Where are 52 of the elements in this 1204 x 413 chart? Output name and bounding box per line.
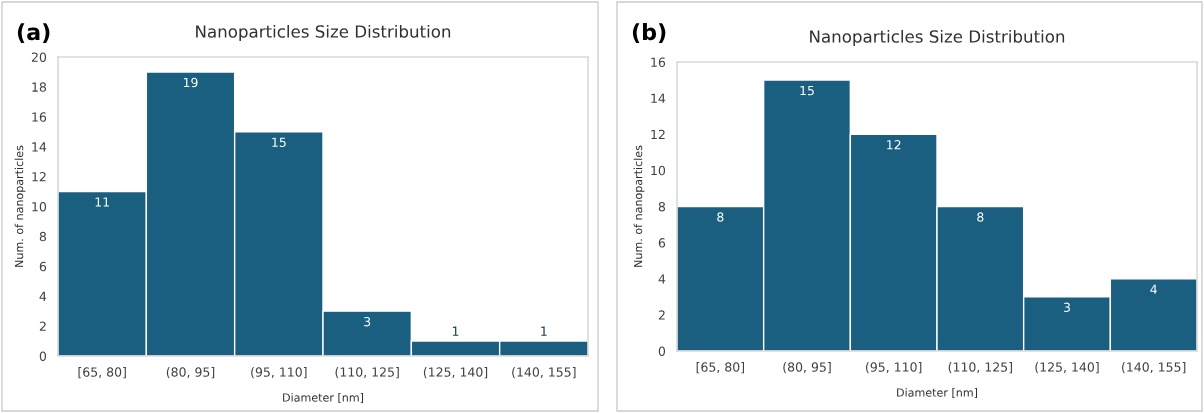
y-tick-label: 12	[32, 172, 46, 182]
x-tick-label: (80, 95]	[166, 367, 215, 379]
x-axis-title: Diameter [nm]	[897, 388, 978, 399]
y-tick-label: 2	[658, 310, 665, 320]
data-label: 4	[1150, 284, 1157, 294]
y-tick-label: 16	[651, 57, 666, 67]
data-label: 15	[800, 86, 814, 96]
data-label: 15	[272, 137, 286, 147]
data-label: 11	[95, 197, 109, 207]
y-tick-label: 18	[32, 82, 47, 92]
y-tick-label: 20	[31, 52, 47, 62]
chart-title: Nanoparticles Size Distribution	[196, 24, 451, 42]
y-tick-label: 0	[658, 346, 666, 356]
y-tick-label: 8	[39, 231, 47, 242]
x-tick-label: (95, 110]	[866, 362, 922, 374]
text: (a)	[17, 23, 50, 43]
data-label: 3	[364, 316, 371, 327]
x-tick-label: (110, 125]	[948, 362, 1012, 374]
data-label: 3	[1063, 302, 1070, 313]
x-tick-label: (140, 155]	[1122, 362, 1186, 374]
x-tick-label: (95, 110]	[251, 367, 307, 379]
x-tick-label: [65, 80]	[696, 362, 745, 374]
x-tick-label: (80, 95]	[783, 362, 831, 374]
x-tick-label: (125, 140]	[1035, 362, 1099, 374]
y-tick-label: 14	[32, 142, 47, 152]
y-tick-label: 16	[32, 112, 47, 122]
data-label: 8	[717, 212, 724, 222]
y-tick-label: 10	[651, 165, 666, 176]
y-tick-label: 6	[658, 238, 666, 248]
chart-title: Nanoparticles Size Distribution	[810, 29, 1065, 47]
y-tick-label: 4	[658, 274, 666, 284]
y-tick-label: 0	[39, 351, 47, 361]
y-tick-label: 12	[651, 129, 665, 139]
x-tick-label: [65, 80]	[78, 367, 126, 379]
data-label: 8	[977, 212, 984, 222]
data-label: 1	[452, 326, 459, 336]
y-tick-label: 8	[658, 201, 666, 212]
y-tick-label: 2	[39, 321, 46, 331]
x-axis-title: Diameter [nm]	[283, 393, 364, 404]
data-label: 12	[887, 140, 901, 150]
y-axis-title: Num. of nanoparticles	[14, 145, 26, 267]
data-label: 19	[183, 77, 198, 88]
data-label: 1	[541, 326, 547, 336]
x-tick-label: (140, 155]	[512, 367, 576, 379]
y-axis-title: Num. of nanoparticles	[633, 145, 645, 267]
x-tick-label: (110, 125]	[335, 367, 399, 379]
y-tick-label: 14	[651, 93, 666, 103]
x-tick-label: (125, 140]	[423, 367, 488, 379]
y-tick-label: 6	[39, 261, 47, 272]
text: (b)	[632, 23, 666, 43]
y-tick-label: 4	[39, 291, 47, 301]
y-tick-label: 10	[32, 201, 47, 212]
